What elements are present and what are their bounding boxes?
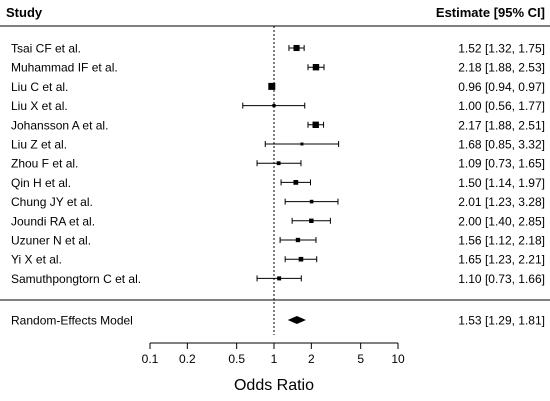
study-estimate-label: 1.56 [1.12, 2.18] bbox=[458, 234, 545, 248]
study-row: Johansson A et al. 2.17 [1.88, 2.51] bbox=[11, 118, 545, 132]
study-name: Muhammad IF et al. bbox=[11, 61, 118, 75]
x-tick-label: 0.1 bbox=[142, 352, 159, 366]
point-estimate bbox=[293, 180, 299, 185]
point-estimate bbox=[272, 103, 276, 108]
point-estimate bbox=[295, 237, 301, 243]
study-name: Qin H et al. bbox=[11, 176, 71, 190]
summary-row: Random-Effects Model 1.53 [1.29, 1.81] bbox=[11, 314, 545, 328]
study-name: Liu X et al. bbox=[11, 99, 68, 113]
summary-name: Random-Effects Model bbox=[11, 314, 133, 328]
study-name: Liu C et al. bbox=[11, 80, 68, 94]
study-row: Zhou F et al. 1.09 [0.73, 1.65] bbox=[11, 157, 545, 171]
estimate-column-header: Estimate [95% CI] bbox=[436, 5, 545, 20]
study-row: Liu X et al. 1.00 [0.56, 1.77] bbox=[11, 99, 545, 113]
study-name: Uzuner N et al. bbox=[11, 234, 91, 248]
x-tick-label: 10 bbox=[391, 352, 405, 366]
point-estimate bbox=[276, 161, 281, 166]
study-rows: Tsai CF et al. 1.52 [1.32, 1.75] Muhammad … bbox=[11, 42, 545, 286]
study-estimate-label: 1.10 [0.73, 1.66] bbox=[458, 272, 545, 286]
study-estimate-label: 2.01 [1.23, 3.28] bbox=[458, 195, 545, 209]
point-estimate bbox=[312, 121, 319, 128]
study-estimate-label: 1.09 [0.73, 1.65] bbox=[458, 157, 545, 171]
point-estimate bbox=[268, 82, 276, 90]
point-estimate bbox=[309, 199, 314, 204]
study-name: Joundi RA et al. bbox=[11, 214, 95, 228]
point-estimate bbox=[293, 44, 300, 52]
point-estimate bbox=[298, 256, 304, 262]
study-estimate-label: 2.17 [1.88, 2.51] bbox=[458, 118, 545, 132]
x-tick-label: 0.2 bbox=[179, 352, 196, 366]
study-name: Tsai CF et al. bbox=[11, 42, 81, 56]
study-row: Liu Z et al. 1.68 [0.85, 3.32] bbox=[11, 138, 545, 152]
x-tick-label: 1 bbox=[271, 352, 278, 366]
study-row: Chung JY et al. 2.01 [1.23, 3.28] bbox=[11, 195, 545, 209]
study-row: Liu C et al. 0.96 [0.94, 0.97] bbox=[11, 80, 545, 94]
study-name: Johansson A et al. bbox=[11, 118, 108, 132]
summary-diamond bbox=[287, 316, 306, 324]
study-column-header: Study bbox=[6, 5, 43, 20]
study-name: Liu Z et al. bbox=[11, 138, 67, 152]
x-tick-label: 2 bbox=[308, 352, 315, 366]
study-estimate-label: 1.65 [1.23, 2.21] bbox=[458, 253, 545, 267]
study-estimate-label: 1.68 [0.85, 3.32] bbox=[458, 138, 545, 152]
study-estimate-label: 1.52 [1.32, 1.75] bbox=[458, 42, 545, 56]
point-estimate bbox=[277, 276, 282, 281]
study-row: Uzuner N et al. 1.56 [1.12, 2.18] bbox=[11, 234, 545, 248]
study-estimate-label: 2.18 [1.88, 2.53] bbox=[458, 61, 545, 75]
x-axis: 0.1 0.2 0.5 1 2 5 10 bbox=[142, 342, 405, 366]
study-row: Muhammad IF et al. 2.18 [1.88, 2.53] bbox=[11, 61, 545, 75]
x-axis-label: Odds Ratio bbox=[234, 377, 314, 394]
point-estimate bbox=[309, 218, 314, 224]
study-estimate-label: 1.00 [0.56, 1.77] bbox=[458, 99, 545, 113]
x-tick-label: 0.5 bbox=[228, 352, 245, 366]
study-name: Zhou F et al. bbox=[11, 157, 78, 171]
study-row: Tsai CF et al. 1.52 [1.32, 1.75] bbox=[11, 42, 545, 56]
study-estimate-label: 2.00 [1.40, 2.85] bbox=[458, 214, 545, 228]
study-name: Samuthpongtorn C et al. bbox=[11, 272, 141, 286]
point-estimate bbox=[312, 64, 320, 71]
study-row: Qin H et al. 1.50 [1.14, 1.97] bbox=[11, 176, 545, 190]
study-name: Yi X et al. bbox=[11, 253, 62, 267]
study-row: Yi X et al. 1.65 [1.23, 2.21] bbox=[11, 253, 545, 267]
x-tick-label: 5 bbox=[357, 352, 364, 366]
study-row: Joundi RA et al. 2.00 [1.40, 2.85] bbox=[11, 214, 545, 228]
summary-estimate-label: 1.53 [1.29, 1.81] bbox=[458, 314, 545, 328]
study-estimate-label: 1.50 [1.14, 1.97] bbox=[458, 176, 545, 190]
study-estimate-label: 0.96 [0.94, 0.97] bbox=[458, 80, 545, 94]
study-row: Samuthpongtorn C et al. 1.10 [0.73, 1.66] bbox=[11, 272, 545, 286]
point-estimate bbox=[300, 142, 304, 146]
study-name: Chung JY et al. bbox=[11, 195, 93, 209]
